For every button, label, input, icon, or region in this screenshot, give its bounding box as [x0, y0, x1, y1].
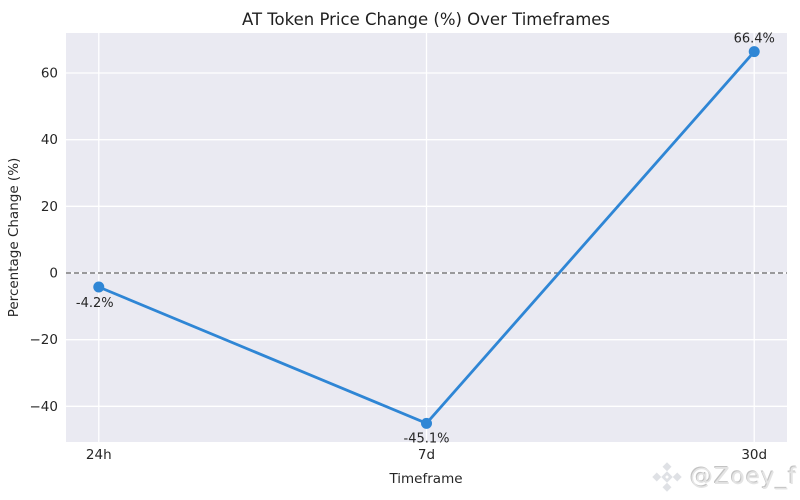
watermark-handle: @Zoey_f: [690, 464, 798, 490]
x-tick-label: 30d: [741, 447, 767, 463]
y-tick-label: −40: [30, 399, 59, 415]
data-point-marker: [748, 46, 760, 58]
data-point-label: 66.4%: [734, 32, 775, 47]
chart-title: AT Token Price Change (%) Over Timeframe…: [242, 10, 610, 29]
y-axis-label: Percentage Change (%): [6, 158, 22, 318]
x-tick-label: 7d: [418, 447, 435, 463]
x-axis-label: Timeframe: [388, 471, 462, 487]
y-tick-label: 60: [41, 66, 58, 82]
y-tick-label: 40: [41, 132, 58, 148]
data-point-label: -45.1%: [404, 431, 450, 446]
y-tick-label: 20: [41, 199, 58, 215]
y-tick-label: 0: [49, 266, 58, 282]
data-point-marker: [421, 417, 432, 429]
x-tick-label: 24h: [86, 447, 112, 463]
watermark: @Zoey_f: [651, 459, 797, 495]
y-tick-label: −20: [30, 332, 59, 348]
data-point-label: -4.2%: [76, 296, 114, 311]
data-point-marker: [93, 281, 105, 293]
binance-diamond-icon: [652, 462, 682, 492]
